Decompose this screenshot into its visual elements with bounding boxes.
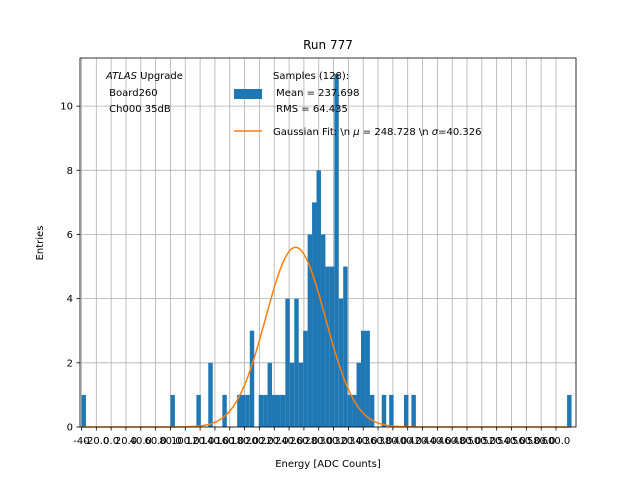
histogram-bar [389,394,394,427]
x-tick-label: 60.0 [144,436,166,447]
legend: Samples (128): Mean = 237.698 RMS = 64.4… [234,71,481,138]
histogram-bar [403,394,409,427]
histogram-bar [320,234,326,427]
histogram-bar [276,394,281,427]
y-tick-label: 10 [60,102,73,113]
histogram-bar [285,298,290,427]
x-tick-label: 360.0 [364,436,393,447]
histogram-bar [312,202,317,427]
x-tick-label: 480.0 [453,436,482,447]
histogram-bar [267,362,273,427]
histogram-bar [294,298,299,427]
histogram-bar [245,394,250,427]
histogram-bar [352,394,357,427]
legend-fit-label: Gaussian Fit: \n μ = 248.728 \n σ=40.326 [273,127,481,138]
x-tick-label: 240.0 [275,436,304,447]
x-tick-label: 380.0 [379,436,408,447]
x-tick-label: -40 [73,436,89,447]
histogram-bar [263,394,268,427]
histogram-bar [338,298,344,427]
x-tick-label: 600.0 [542,436,571,447]
x-tick-label: 220.0 [260,436,289,447]
histogram-bar [196,394,201,427]
histogram-bar [298,362,304,427]
x-tick-label: 400.0 [393,436,422,447]
histogram-bar [307,234,313,427]
legend-hist-swatch [234,89,262,99]
y-tick-label: 4 [67,294,73,305]
x-tick-label: 180.0 [230,436,259,447]
x-tick-label: 540.0 [497,436,526,447]
x-tick-label: 0.0 [103,436,119,447]
histogram-bar [249,330,255,427]
histogram-bar [280,394,286,427]
x-tick-label: 200.0 [245,436,274,447]
histogram-bar [356,362,361,427]
histogram-bar [567,394,572,427]
histogram-bar [81,394,86,427]
histogram-bar [240,394,246,427]
histogram-bar [289,362,295,427]
histogram-bar [365,330,370,427]
annotation-line-1: ATLAS Upgrade [105,71,183,82]
y-tick-label: 2 [67,358,73,369]
x-tick-label: 20.0 [115,436,137,447]
y-tick-label: 6 [67,230,73,241]
x-tick-label: 460.0 [438,436,467,447]
histogram-bar [325,266,330,427]
x-tick-label: 280.0 [304,436,333,447]
legend-hist-label-2: Mean = 237.698 [273,88,360,99]
x-tick-label: 420.0 [408,436,437,447]
x-tick-label: 580.0 [527,436,556,447]
histogram-bar [258,394,264,427]
histogram-bar [272,394,277,427]
x-tick-label: 160.0 [215,436,244,447]
annotation-rest: Upgrade [137,71,183,82]
x-tick-label: 140.0 [201,436,230,447]
x-tick-label: 560.0 [512,436,541,447]
x-tick-label: 120.0 [186,436,215,447]
x-tick-label: 500.0 [468,436,497,447]
x-axis-ticks: -40-20.00.020.040.060.080.0100.0120.0140… [73,427,570,447]
histogram-bar [381,394,387,427]
y-axis-label: Entries [35,226,46,261]
histogram-bar [329,266,335,427]
histogram-bar [334,74,339,427]
x-tick-label: 100.0 [171,436,200,447]
histogram-bar [170,394,175,427]
x-tick-label: 80.0 [159,436,181,447]
y-tick-label: 8 [67,166,73,177]
y-axis-ticks: 0 2 4 6 8 10 [60,102,80,434]
legend-hist-label-3: RMS = 64.435 [273,104,348,115]
x-tick-label: 260.0 [290,436,319,447]
histogram-bars [81,74,572,427]
x-tick-label: 40.0 [130,436,152,447]
annotation-line-3: Ch000 35dB [106,104,171,115]
histogram-bar [237,394,242,427]
detector-annotation: ATLAS Upgrade Board260 Ch000 35dB [105,71,183,115]
x-axis-label: Energy [ADC Counts] [275,459,381,470]
chart-title: Run 777 [303,38,353,52]
histogram-bar [347,394,353,427]
histogram-bar [208,362,213,427]
x-tick-label: 440.0 [423,436,452,447]
x-tick-label: -20.0 [83,436,109,447]
axes-frame [79,57,577,428]
x-tick-label: 340.0 [349,436,378,447]
histogram-bar [360,330,366,427]
annotation-line-2: Board260 [106,88,158,99]
histogram-bar [411,394,416,427]
histogram-bar [369,394,375,427]
legend-hist-label-1: Samples (128): [273,71,349,82]
annotation-italic-word: ATLAS [105,71,138,82]
x-tick-label: 520.0 [482,436,511,447]
histogram-bar [343,266,348,427]
histogram-bar [222,394,227,427]
x-tick-label: 320.0 [334,436,363,447]
histogram-bar [303,330,308,427]
y-tick-label: 0 [67,423,73,434]
x-tick-label: 300.0 [319,436,348,447]
histogram-bar [316,170,321,427]
